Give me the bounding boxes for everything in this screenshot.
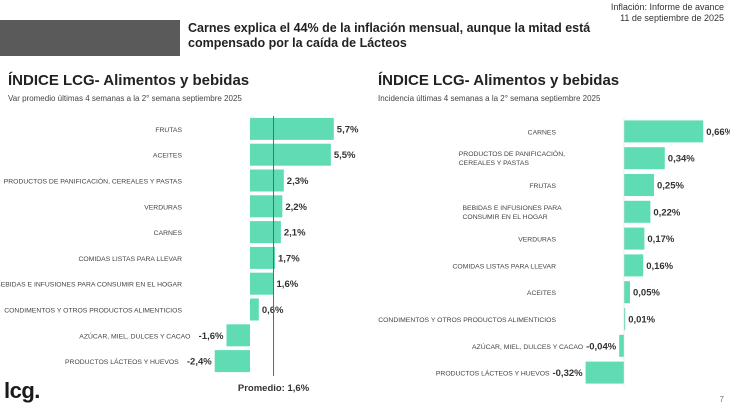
chart-1-bar [214,350,250,373]
chart-2-bar [624,147,665,170]
chart-1-value-label: 1,6% [277,279,299,290]
chart-2-bar [624,308,626,330]
chart-2-category-label: BEBIDAS E INFUSIONES PARA CONSUMIR EN EL … [463,205,563,221]
chart-2-value-label: 0,01% [628,315,655,326]
chart-2-category-label: VERDURAS [518,237,556,244]
chart-2-subtitle: Incidencia últimas 4 semanas a la 2° sem… [378,94,601,103]
chart-1-bar [250,169,284,192]
title-accent-bar [0,20,180,56]
chart-1-value-label: 0,6% [262,305,284,316]
chart-1-value-label: 5,7% [337,124,359,135]
chart-2-value-label: 0,25% [657,181,684,192]
report-header: Inflación: Informe de avance 11 de septi… [611,2,724,24]
chart-1-bar [250,272,274,295]
chart-1-category-label: BEBIDAS E INFUSIONES PARA CONSUMIR EN EL… [0,282,182,289]
chart-2-value-label: 0,05% [633,288,660,299]
chart-2-value-label: -0,04% [586,341,617,352]
report-name: Inflación: Informe de avance [610,2,724,12]
chart-1-category-label: AZÚCAR, MIEL, DULCES Y CACAO [79,331,190,340]
headline: Carnes explica el 44% de la inflación me… [188,21,591,50]
chart-2-category-label: ACEITES [527,290,557,297]
chart-2-category-label: PRODUCTOS LÁCTEOS Y HUEVOS [436,369,550,378]
chart-1-bar [226,324,250,347]
chart-2-category-label: COMIDAS LISTAS PARA LLEVAR [453,263,557,270]
chart-1-category-label: CONDIMENTOS Y OTROS PRODUCTOS ALIMENTICI… [4,308,182,315]
chart-2-category-label: CONDIMENTOS Y OTROS PRODUCTOS ALIMENTICI… [378,317,556,324]
chart-1-category-label: CARNES [154,230,183,237]
chart-1-subtitle: Var promedio últimas 4 semanas a la 2° s… [8,94,242,103]
report-date: 11 de septiembre de 2025 [620,13,724,23]
chart-2-category-label: AZÚCAR, MIEL, DULCES Y CACAO [472,342,583,351]
chart-1-bar [250,117,334,140]
chart-1-bar [250,221,281,244]
chart-1-category-label: COMIDAS LISTAS PARA LLEVAR [79,256,183,263]
chart-1-category-label: PRODUCTOS DE PANIFICACIÓN, CEREALES Y PA… [4,177,183,186]
chart-2-bar [624,227,645,250]
chart-1-value-label: 2,3% [287,176,309,187]
chart-2-value-label: 0,66% [706,127,730,138]
average-label: Promedio: 1,6% [238,383,310,394]
chart-2-value-label: 0,17% [647,234,674,245]
chart-2-bar [624,281,630,304]
chart-2-bar [624,174,654,196]
lcg-logo: lcg. [4,378,40,403]
headline-block: Carnes explica el 44% de la inflación me… [0,20,660,56]
chart-1-bar [250,143,331,166]
chart-2-category-label: FRUTAS [529,183,556,190]
chart-1-bar [250,298,259,321]
chart-2-value-label: 0,16% [646,261,673,272]
chart-2-value-label: 0,22% [653,207,680,218]
chart-1-value-label: -1,6% [199,331,224,342]
page-number: 7 [719,395,724,404]
chart-1-bar [250,195,283,218]
chart-2-category-label: CARNES [528,129,557,136]
chart-2-bar [624,200,651,223]
chart-2-bar [585,361,624,384]
chart-2-value-label: -0,32% [552,368,583,379]
chart-2-category-label: PRODUCTOS DE PANIFICACIÓN, CEREALES Y PAS… [459,149,565,167]
chart-1-title: ÍNDICE LCG- Alimentos y bebidas [8,72,250,89]
chart-1-value-label: -2,4% [187,357,212,368]
chart-1-category-label: ACEITES [153,153,183,160]
chart-2-value-label: 0,34% [668,154,695,165]
chart-1-category-label: FRUTAS [155,127,182,134]
chart-1-category-label: VERDURAS [144,204,182,211]
chart-1-category-label: PRODUCTOS LÁCTEOS Y HUEVOS [65,357,179,366]
chart-1-bar [250,246,275,269]
chart-2-bar [624,254,644,277]
chart-2-bar [624,120,704,143]
chart-1-value-label: 5,5% [334,150,356,161]
chart-2-title: ÍNDICE LCG- Alimentos y bebidas [378,72,620,89]
chart-1-value-label: 2,1% [284,228,306,239]
chart-1-value-label: 1,7% [278,253,300,264]
chart-2-bar [619,334,624,357]
chart-1-value-label: 2,2% [285,202,307,213]
